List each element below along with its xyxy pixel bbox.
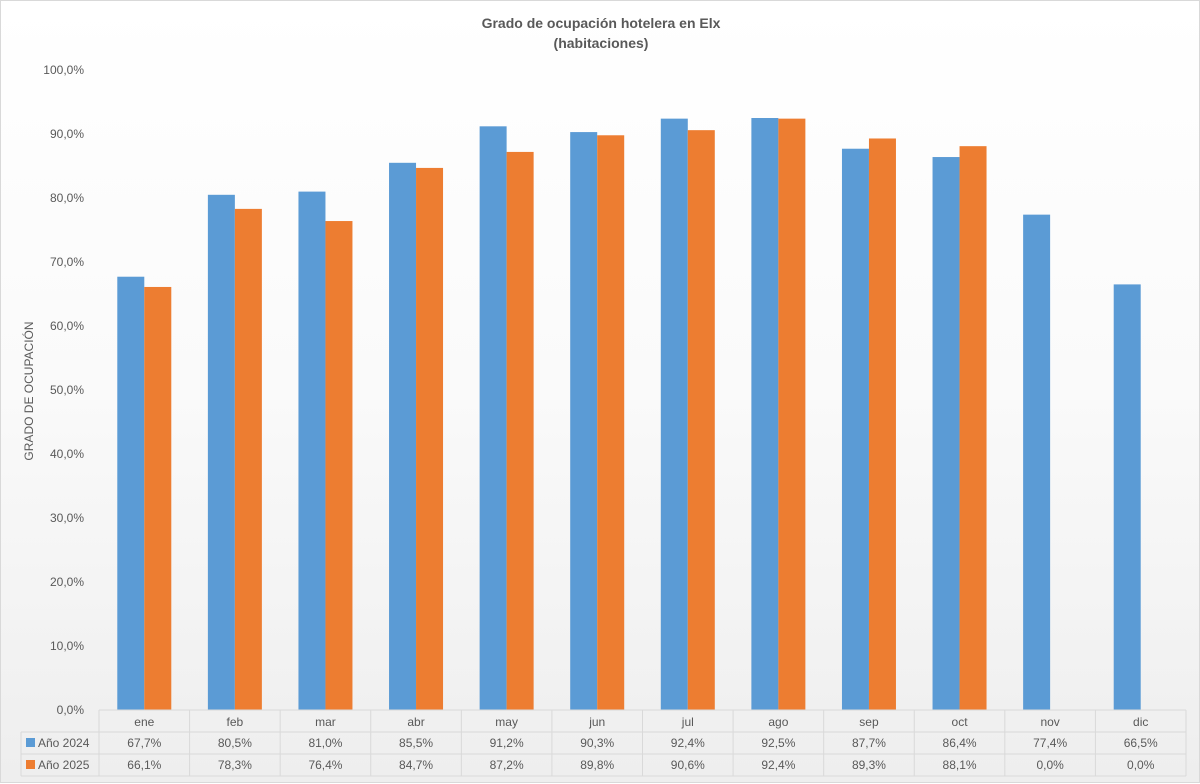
x-tick-label: sep — [859, 715, 879, 729]
y-tick-label: 80,0% — [50, 191, 84, 205]
chart-title: Grado de ocupación hotelera en Elx — [482, 15, 721, 31]
bar-año-2024-jul — [660, 118, 688, 710]
bar-año-2024-feb — [207, 194, 235, 711]
legend-key — [26, 738, 35, 747]
bar-año-2025-may — [506, 151, 534, 711]
x-tick-label: oct — [952, 715, 969, 729]
table-cell: 90,3% — [580, 736, 614, 750]
y-tick-label: 10,0% — [50, 639, 84, 653]
bar-año-2025-ago — [778, 118, 806, 710]
bar-año-2024-ago — [751, 118, 779, 710]
bar-año-2025-sep — [868, 138, 896, 711]
table-cell: 88,1% — [943, 758, 977, 772]
y-tick-label: 70,0% — [50, 255, 84, 269]
bar-año-2025-oct — [959, 146, 987, 710]
bar-año-2024-mar — [298, 191, 326, 711]
y-tick-label: 30,0% — [50, 511, 84, 525]
table-cell: 92,4% — [671, 736, 705, 750]
x-tick-label: ene — [134, 715, 154, 729]
table-cell: 80,5% — [218, 736, 252, 750]
bar-año-2024-sep — [841, 148, 869, 711]
table-cell: 81,0% — [308, 736, 342, 750]
bar-año-2024-may — [479, 126, 507, 710]
y-tick-label: 20,0% — [50, 575, 84, 589]
legend-label: Año 2024 — [38, 736, 90, 750]
bar-año-2025-jun — [597, 135, 625, 710]
bar-año-2025-abr — [416, 167, 444, 711]
table-cell: 86,4% — [943, 736, 977, 750]
table-cell: 87,2% — [490, 758, 524, 772]
table-cell: 66,5% — [1124, 736, 1158, 750]
table-cell: 76,4% — [308, 758, 342, 772]
table-cell: 89,8% — [580, 758, 614, 772]
table-cell: 92,4% — [761, 758, 795, 772]
x-tick-label: may — [495, 715, 518, 729]
bar-año-2024-jun — [570, 132, 598, 710]
legend-label: Año 2025 — [38, 758, 90, 772]
bar-año-2024-oct — [932, 157, 960, 711]
x-tick-label: nov — [1040, 715, 1059, 729]
y-tick-label: 40,0% — [50, 447, 84, 461]
y-tick-label: 90,0% — [50, 127, 84, 141]
y-tick-label: 0,0% — [57, 703, 85, 717]
x-tick-label: mar — [315, 715, 336, 729]
table-cell: 91,2% — [490, 736, 524, 750]
y-tick-label: 100,0% — [43, 63, 84, 77]
table-cell: 90,6% — [671, 758, 705, 772]
table-cell: 67,7% — [127, 736, 161, 750]
table-cell: 0,0% — [1036, 758, 1064, 772]
table-cell: 78,3% — [218, 758, 252, 772]
x-tick-label: dic — [1133, 715, 1148, 729]
table-cell: 84,7% — [399, 758, 433, 772]
bar-año-2025-ene — [144, 286, 172, 710]
bar-año-2024-abr — [389, 162, 417, 711]
table-cell: 92,5% — [761, 736, 795, 750]
legend-key — [26, 760, 35, 769]
bar-año-2025-mar — [325, 221, 353, 711]
x-tick-label: feb — [227, 715, 244, 729]
table-cell: 89,3% — [852, 758, 886, 772]
table-cell: 77,4% — [1033, 736, 1067, 750]
x-tick-label: abr — [407, 715, 424, 729]
x-tick-label: jul — [681, 715, 694, 729]
bar-año-2025-feb — [234, 208, 262, 710]
bar-año-2024-nov — [1023, 214, 1051, 710]
table-cell: 0,0% — [1127, 758, 1155, 772]
y-tick-label: 50,0% — [50, 383, 84, 397]
bar-año-2024-ene — [117, 276, 145, 710]
chart-subtitle: (habitaciones) — [554, 35, 649, 51]
bar-año-2024-dic — [1113, 284, 1141, 710]
x-tick-label: ago — [768, 715, 788, 729]
table-cell: 87,7% — [852, 736, 886, 750]
y-axis-label: GRADO DE OCUPACIÓN — [21, 321, 36, 460]
y-tick-label: 60,0% — [50, 319, 84, 333]
table-cell: 66,1% — [127, 758, 161, 772]
table-cell: 85,5% — [399, 736, 433, 750]
bar-año-2025-jul — [687, 130, 715, 710]
x-tick-label: jun — [588, 715, 605, 729]
